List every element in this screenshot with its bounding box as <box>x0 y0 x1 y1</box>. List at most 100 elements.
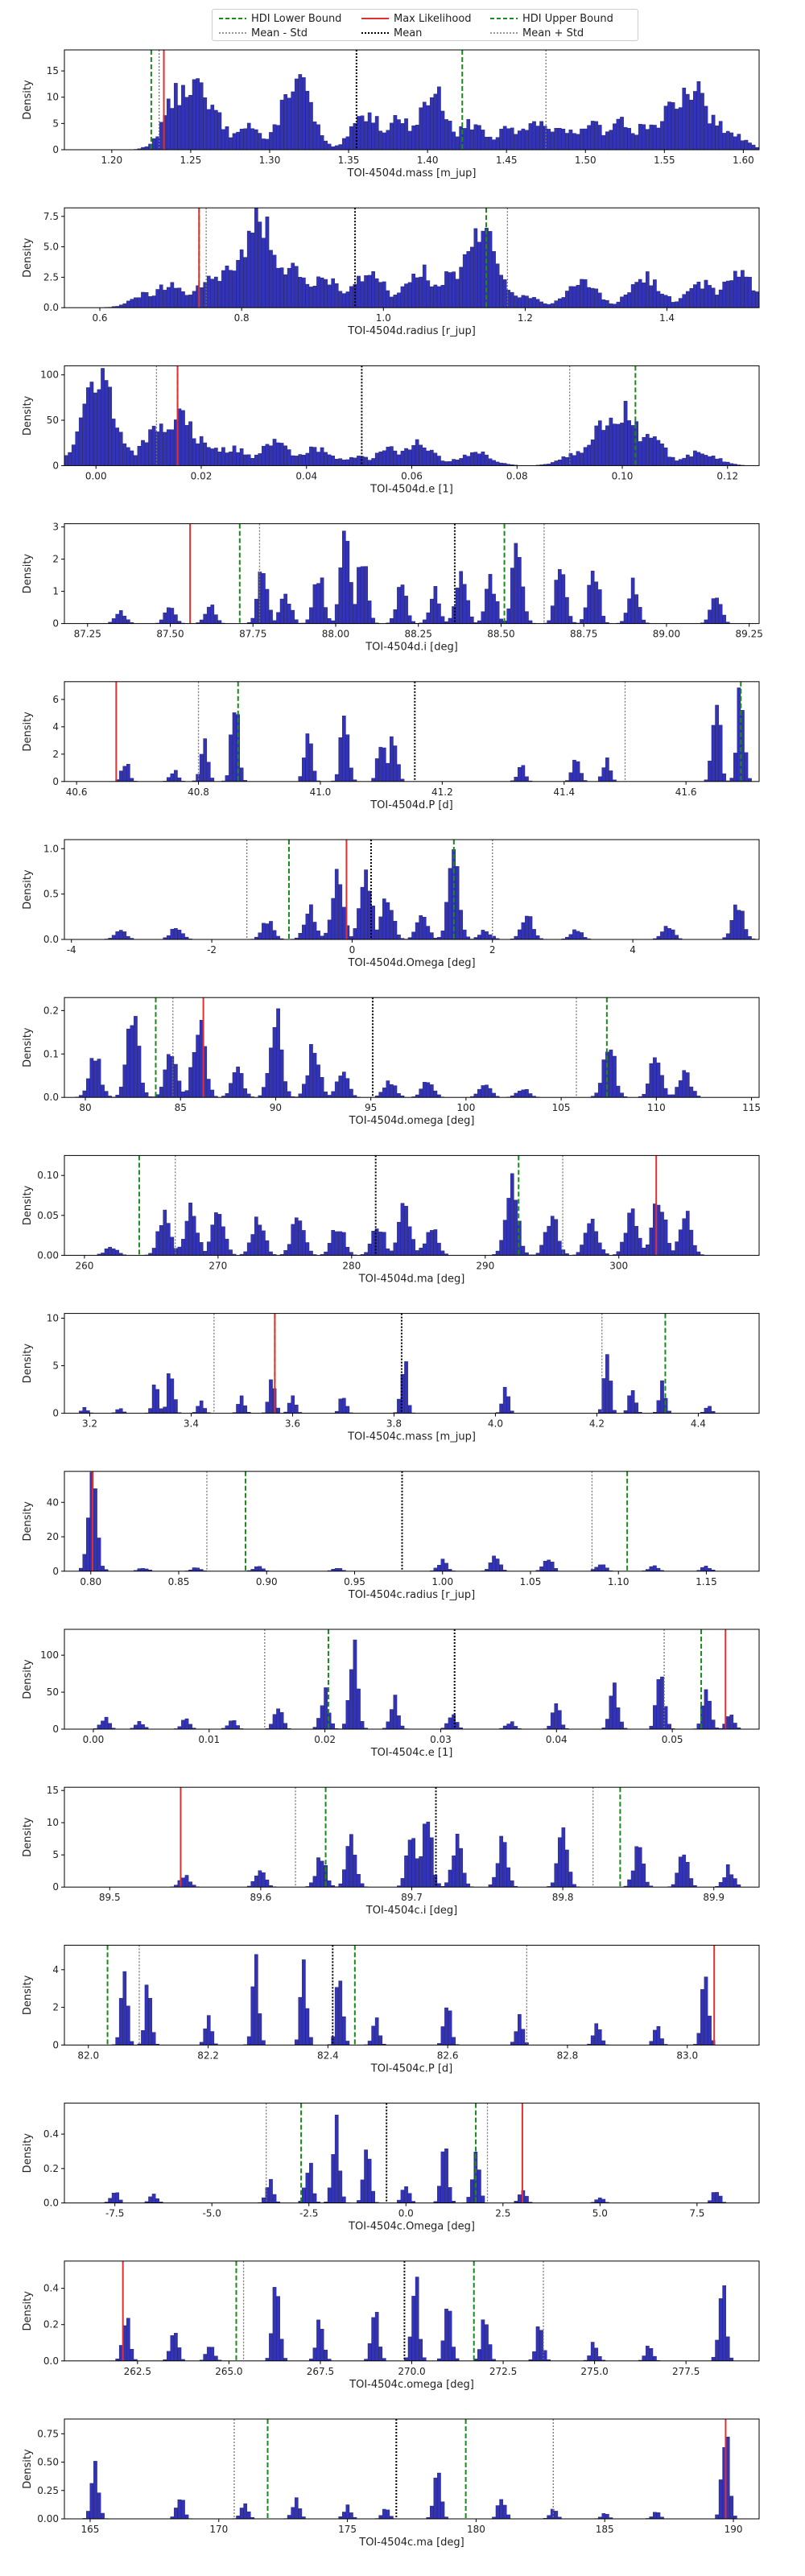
x-tick-label: 0.95 <box>344 1576 365 1587</box>
histogram-bars <box>104 2115 727 2203</box>
histogram-bar <box>733 1878 737 1888</box>
histogram-bar <box>535 126 540 151</box>
histogram-bar <box>101 368 105 466</box>
x-tick-label: 165 <box>81 2524 100 2535</box>
histogram-bar <box>663 105 668 151</box>
histogram-bar <box>587 287 591 308</box>
histogram-bar <box>663 447 668 466</box>
histogram-bar <box>715 2192 719 2203</box>
y-tick-label: 1 <box>52 586 59 597</box>
histogram-bar <box>444 119 448 151</box>
histogram-bar <box>254 1954 258 2046</box>
histogram-bar <box>163 1406 167 1414</box>
histogram-bar <box>316 452 320 466</box>
histogram-bar <box>199 2041 204 2046</box>
histogram-bar <box>539 1566 543 1571</box>
histogram-bars <box>134 74 759 151</box>
histogram-bar <box>360 281 365 308</box>
histogram-bar <box>210 2347 215 2362</box>
histogram-bar <box>477 1088 481 1098</box>
histogram-bar <box>203 97 208 151</box>
histogram-bar <box>258 1566 262 1572</box>
histogram-bar <box>236 260 240 308</box>
histogram-bar <box>353 1639 357 1730</box>
x-tick-label: 1.10 <box>608 1576 630 1587</box>
y-tick-label: 1.0 <box>43 843 59 854</box>
histogram-bar <box>704 1407 708 1414</box>
histogram-bar <box>269 1379 273 1414</box>
histogram-bar <box>279 267 284 308</box>
histogram-bar <box>144 146 149 151</box>
histogram-bar <box>539 1245 543 1256</box>
histogram-bar <box>667 296 671 308</box>
histogram-bar <box>378 130 383 151</box>
y-tick-label: 2.5 <box>43 271 59 283</box>
histogram-bar <box>400 286 405 308</box>
histogram-bar <box>334 1081 339 1098</box>
histogram-bar <box>181 1719 185 1730</box>
histogram-bar <box>404 283 408 308</box>
histogram-bar <box>616 1251 621 1256</box>
histogram-bar <box>514 543 518 624</box>
histogram-bar <box>367 2158 372 2203</box>
histogram-bars <box>82 2437 737 2520</box>
histogram-bar <box>653 1565 657 1571</box>
legend-label-hdi-lower: HDI Lower Bound <box>251 12 342 25</box>
histogram-bar <box>502 1842 507 1888</box>
histogram-bar <box>386 2509 390 2520</box>
histogram-bar <box>276 1008 280 1098</box>
histogram-bar <box>535 2326 540 2361</box>
histogram-bar <box>492 1555 496 1571</box>
histogram-bars <box>108 530 730 624</box>
histogram-bar <box>572 455 576 466</box>
histogram-bar <box>609 303 613 308</box>
histogram-bar <box>378 916 383 940</box>
histogram-bar <box>550 1712 555 1730</box>
histogram-bar <box>455 460 460 466</box>
histogram-bar <box>262 2040 266 2046</box>
histogram-bar <box>485 931 489 940</box>
histogram-bar <box>440 931 445 940</box>
x-tick-label: 262.5 <box>124 2366 151 2377</box>
histogram-bar <box>177 929 182 940</box>
histogram-bar <box>547 303 551 308</box>
histogram-bar <box>111 935 116 940</box>
histogram-bar <box>708 285 712 308</box>
histogram-bar <box>620 423 624 466</box>
histogram-bar <box>407 282 412 308</box>
histogram-bar <box>448 2187 452 2203</box>
x-tick-label: 0.6 <box>92 312 107 324</box>
histogram-bar <box>718 2479 723 2520</box>
histogram-bar <box>729 2357 734 2362</box>
histogram-bar <box>466 456 471 466</box>
histogram-bar <box>265 1240 270 1256</box>
histogram-bar <box>393 1695 398 1730</box>
histogram-bar <box>678 107 683 151</box>
histogram-bar <box>144 1984 149 2046</box>
histogram-bar <box>298 277 303 308</box>
x-tick-label: 3.4 <box>184 1418 199 1430</box>
legend-label-mean: Mean <box>394 27 423 39</box>
histogram-bars <box>93 1639 741 1730</box>
y-tick-label: 0 <box>52 618 59 630</box>
histogram-bars <box>115 2277 734 2362</box>
histogram-bar <box>221 129 225 151</box>
histogram-bar <box>495 1558 500 1572</box>
histogram-bar <box>521 1089 526 1098</box>
histogram-bar <box>243 128 248 151</box>
histogram-bar <box>532 2351 536 2362</box>
histogram-bar <box>309 743 313 782</box>
histogram-bar <box>495 2505 500 2520</box>
histogram-bar <box>309 101 313 151</box>
histogram-bar <box>115 2037 120 2046</box>
histogram-bar <box>97 1059 101 1098</box>
histogram-bar <box>254 1875 258 1888</box>
histogram-bar <box>291 609 295 624</box>
y-tick-label: 0 <box>52 144 59 155</box>
histogram-bar <box>316 1718 320 1730</box>
histogram-bar <box>649 1725 654 1730</box>
histogram-bar <box>576 451 580 466</box>
histogram-bar <box>700 1989 704 2046</box>
histogram-bar <box>170 282 175 308</box>
legend-label-max-likelihood: Max Likelihood <box>394 12 472 25</box>
